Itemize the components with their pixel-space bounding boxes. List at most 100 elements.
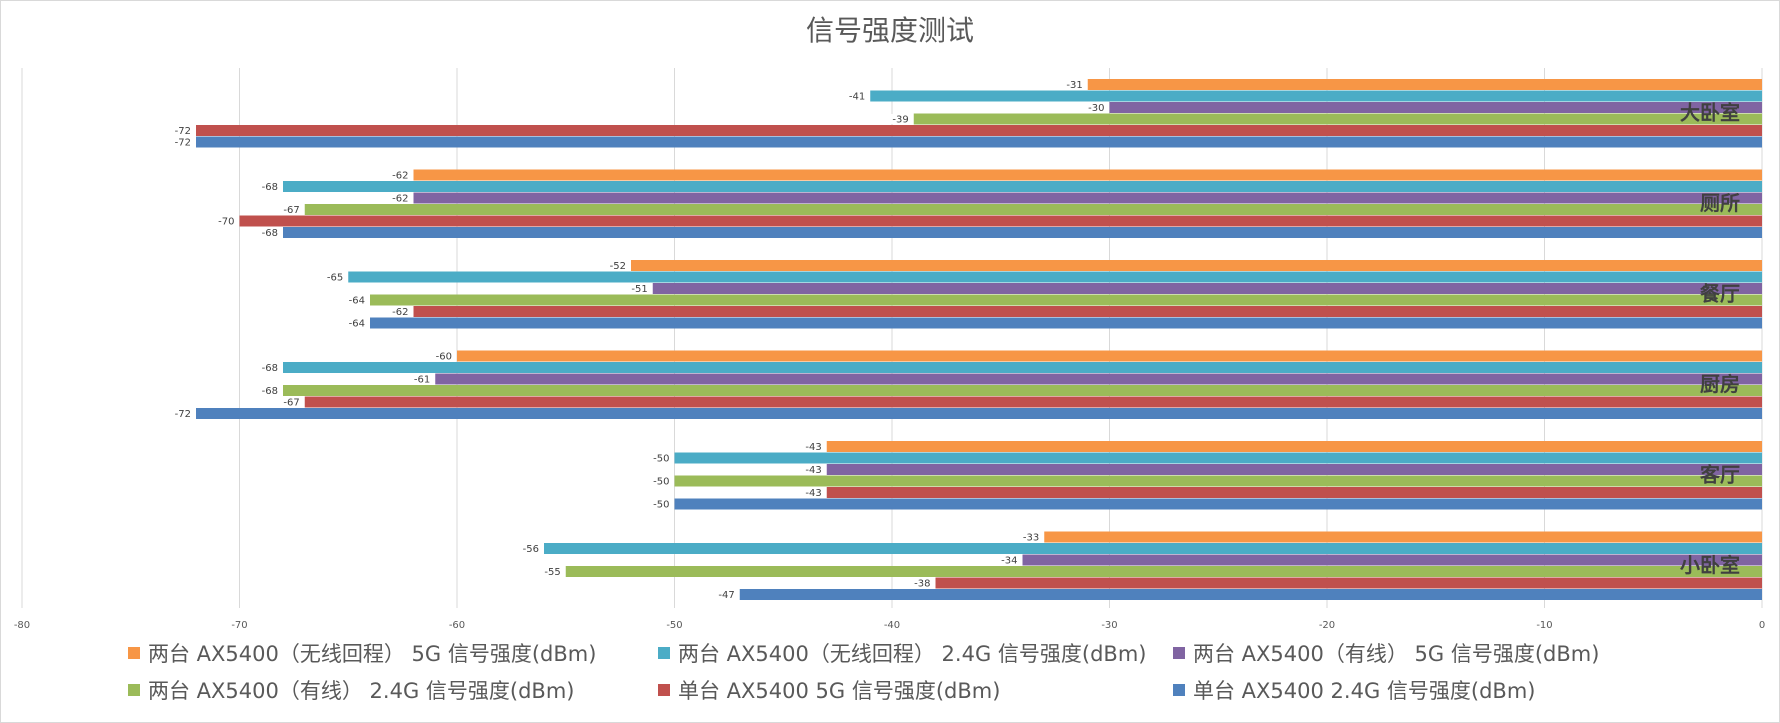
data-label: -68	[262, 182, 278, 193]
x-tick-label: 0	[1759, 620, 1765, 631]
data-label-bg	[626, 283, 651, 294]
bar	[239, 215, 1762, 227]
data-label: -31	[1066, 80, 1082, 91]
data-label: -64	[349, 319, 365, 330]
bar	[935, 577, 1762, 589]
bar	[631, 260, 1762, 271]
bar	[196, 136, 1762, 148]
data-label-bg	[430, 351, 455, 361]
bar	[348, 271, 1762, 283]
data-label: -67	[283, 205, 299, 216]
data-label: -64	[349, 296, 365, 307]
bar	[1109, 102, 1762, 113]
data-labels: -31-41-30-39-72-72-62-68-62-67-70-68-52-…	[169, 79, 1108, 601]
data-label-bg	[256, 181, 281, 192]
bar	[283, 227, 1762, 238]
data-label: -68	[262, 363, 278, 374]
bar	[565, 566, 1762, 577]
bar	[457, 350, 1762, 362]
bar	[435, 373, 1762, 385]
data-label-bg	[539, 566, 564, 577]
data-label-bg	[343, 318, 368, 328]
bar	[413, 169, 1762, 181]
data-label: -68	[262, 228, 278, 239]
data-label: -72	[175, 126, 191, 137]
x-tick-label: -50	[666, 620, 682, 631]
data-label-bg	[800, 464, 825, 475]
x-tick-label: -80	[14, 620, 30, 631]
legend-item: 两台 AX5400（无线回程） 2.4G 信号强度(dBm)	[658, 638, 1146, 668]
gridlines	[21, 68, 1763, 608]
data-label: -41	[849, 92, 865, 103]
data-label-bg	[800, 487, 825, 498]
data-label-bg	[843, 91, 869, 101]
data-label: -60	[436, 352, 452, 363]
data-label-bg	[256, 227, 281, 238]
data-label: -43	[805, 442, 821, 453]
data-label: -33	[1023, 533, 1039, 544]
data-label: -62	[392, 194, 408, 205]
data-label-bg	[800, 441, 825, 452]
data-label-bg	[713, 589, 738, 600]
data-label-bg	[908, 578, 934, 588]
legend-item: 单台 AX5400 5G 信号强度(dBm)	[658, 675, 1000, 705]
bar	[870, 90, 1762, 102]
data-label: -62	[392, 307, 408, 318]
bar	[826, 487, 1762, 498]
bar	[674, 452, 1762, 464]
data-label: -38	[914, 579, 930, 590]
data-label: -43	[805, 465, 821, 476]
legend-item: 两台 AX5400（有线） 2.4G 信号强度(dBm)	[128, 675, 574, 705]
bar	[370, 294, 1762, 306]
legend-swatch	[658, 684, 670, 696]
data-label-bg	[517, 543, 542, 554]
data-label: -43	[805, 488, 821, 499]
data-label: -65	[327, 273, 343, 284]
bar	[1044, 531, 1762, 543]
bar	[196, 408, 1762, 419]
bar	[304, 204, 1762, 215]
legend-label: 单台 AX5400 2.4G 信号强度(dBm)	[1193, 679, 1536, 703]
data-label-bg	[386, 193, 412, 203]
bar	[674, 498, 1762, 510]
data-label-bg	[343, 295, 368, 305]
bar	[739, 589, 1762, 600]
data-label-bg	[408, 374, 434, 384]
data-label: -62	[392, 171, 408, 182]
data-label-bg	[386, 306, 412, 317]
data-label: -39	[892, 115, 908, 126]
data-label: -52	[610, 261, 626, 272]
data-label: -70	[218, 217, 234, 228]
legend-swatch	[1173, 684, 1185, 696]
bar	[413, 192, 1762, 204]
data-label-bg	[169, 125, 194, 136]
data-label-bg	[647, 499, 673, 509]
category-label: 厕所	[1700, 191, 1740, 215]
data-label-bg	[604, 260, 629, 271]
data-label: -61	[414, 375, 430, 386]
data-label-bg	[1017, 532, 1043, 542]
legend-label: 单台 AX5400 5G 信号强度(dBm)	[678, 679, 1001, 703]
bar	[674, 475, 1762, 487]
data-label-bg	[887, 114, 912, 124]
bar	[1022, 554, 1762, 566]
legend-item: 单台 AX5400 2.4G 信号强度(dBm)	[1173, 675, 1535, 705]
bars	[196, 79, 1762, 600]
legend-swatch	[128, 647, 140, 659]
x-tick-label: -30	[1101, 620, 1117, 631]
data-label-bg	[169, 137, 194, 147]
legend-label: 两台 AX5400（有线） 2.4G 信号强度(dBm)	[148, 679, 575, 703]
x-tick-label: -20	[1319, 620, 1335, 631]
bar	[413, 306, 1762, 317]
bar	[1087, 79, 1762, 90]
bar	[652, 283, 1762, 294]
data-label-bg	[212, 216, 238, 226]
category-label: 大卧室	[1680, 101, 1740, 125]
data-label-bg	[169, 408, 194, 419]
category-label: 厨房	[1700, 372, 1740, 396]
bar	[283, 181, 1762, 192]
x-axis-ticks: -80 -70 -60 -50 -40 -30 -20 -10 0	[14, 620, 1765, 631]
category-label: 客厅	[1699, 463, 1740, 487]
data-label: -50	[653, 500, 669, 511]
